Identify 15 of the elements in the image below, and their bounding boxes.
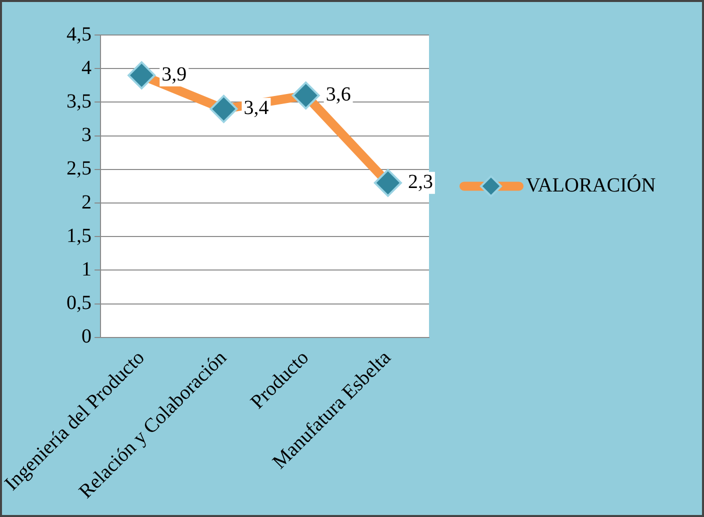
y-tick-label: 4 <box>82 56 92 79</box>
y-tick-label: 2,5 <box>66 158 92 180</box>
data-label: 2,3 <box>408 171 433 194</box>
y-tick-label: 3,5 <box>66 90 92 112</box>
y-tick-label: 3 <box>82 124 92 146</box>
y-tick-label: 0 <box>82 326 92 348</box>
legend-label: VALORACIÓN <box>526 173 656 196</box>
y-tick-label: 1 <box>82 258 92 280</box>
data-label: 3,6 <box>326 84 351 106</box>
y-tick-label: 2 <box>82 191 92 214</box>
data-label: 3,9 <box>162 64 187 86</box>
y-tick-label: 4,5 <box>66 23 92 46</box>
data-label: 3,4 <box>244 97 269 120</box>
y-tick-label: 1,5 <box>66 224 92 247</box>
y-tick-label: 0,5 <box>66 292 92 314</box>
